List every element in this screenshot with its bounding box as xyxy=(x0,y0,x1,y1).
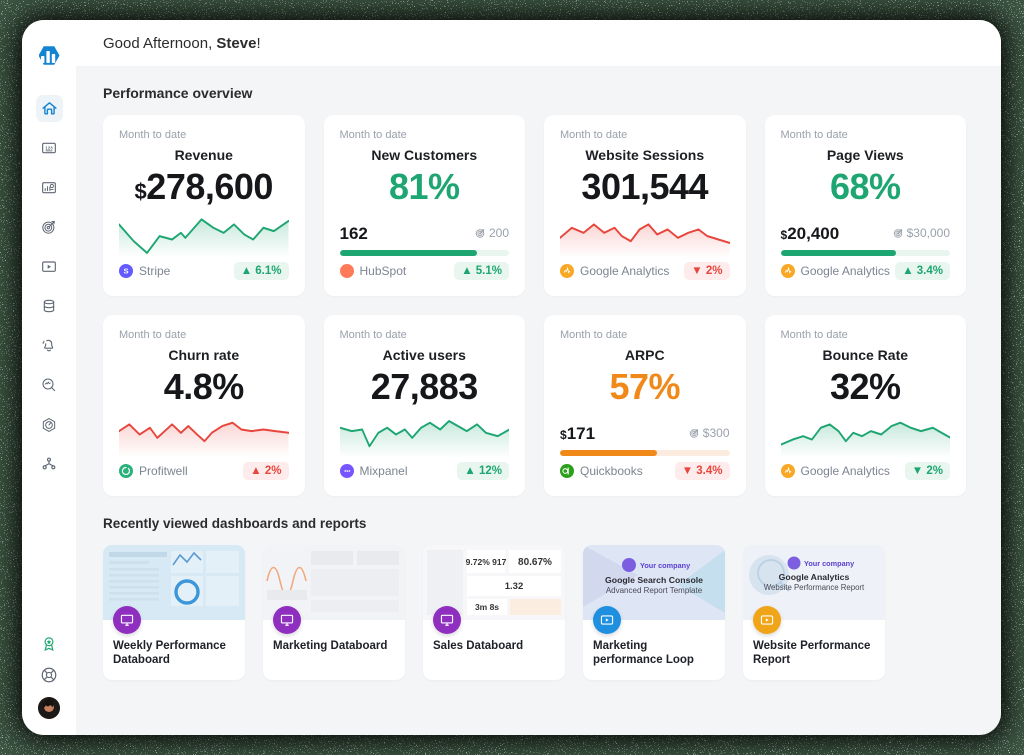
svg-text:80.67%: 80.67% xyxy=(518,557,552,568)
svg-text:3m 8s: 3m 8s xyxy=(475,602,499,612)
svg-text:Google Analytics: Google Analytics xyxy=(779,572,850,582)
svg-text:123: 123 xyxy=(45,146,53,151)
svg-text:Your company: Your company xyxy=(640,561,691,570)
svg-text:Advanced Report Template: Advanced Report Template xyxy=(606,586,703,595)
svg-text:9.72% 917: 9.72% 917 xyxy=(466,557,507,567)
svg-text:Website Performance Report: Website Performance Report xyxy=(764,583,865,592)
svg-text:S: S xyxy=(123,267,128,276)
svg-text:1.32: 1.32 xyxy=(505,581,524,592)
svg-text:Google Search Console: Google Search Console xyxy=(605,575,703,585)
svg-text:Your company: Your company xyxy=(804,559,855,568)
